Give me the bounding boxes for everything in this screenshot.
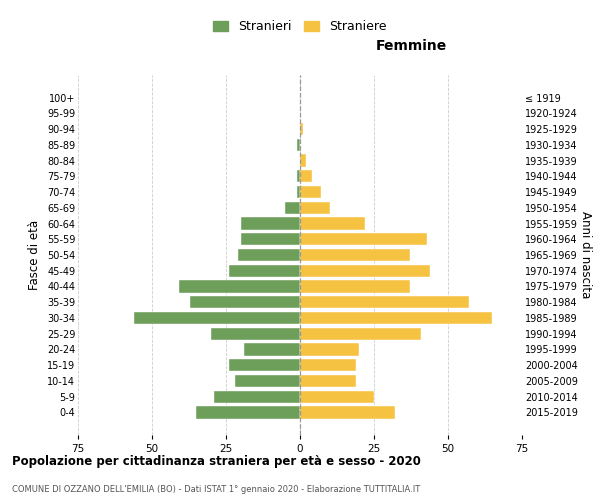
Bar <box>297 170 300 182</box>
Bar <box>196 406 300 418</box>
Bar <box>300 202 329 214</box>
Bar <box>241 233 300 245</box>
Bar <box>134 312 300 324</box>
Bar <box>297 186 300 198</box>
Bar <box>300 359 356 372</box>
Bar <box>300 186 321 198</box>
Bar <box>300 312 493 324</box>
Text: Femmine: Femmine <box>376 40 446 54</box>
Bar <box>300 154 306 166</box>
Text: Popolazione per cittadinanza straniera per età e sesso - 2020: Popolazione per cittadinanza straniera p… <box>12 455 421 468</box>
Bar <box>179 280 300 292</box>
Bar <box>229 264 300 277</box>
Bar <box>300 264 430 277</box>
Bar <box>211 328 300 340</box>
Bar <box>300 123 303 135</box>
Bar <box>238 249 300 261</box>
Bar <box>190 296 300 308</box>
Bar <box>300 344 359 355</box>
Bar <box>285 202 300 214</box>
Bar <box>300 406 395 418</box>
Bar <box>300 375 356 387</box>
Bar <box>300 218 365 230</box>
Bar <box>235 375 300 387</box>
Legend: Stranieri, Straniere: Stranieri, Straniere <box>209 16 391 37</box>
Bar <box>214 390 300 403</box>
Y-axis label: Fasce di età: Fasce di età <box>28 220 41 290</box>
Bar <box>300 328 421 340</box>
Text: COMUNE DI OZZANO DELL'EMILIA (BO) - Dati ISTAT 1° gennaio 2020 - Elaborazione TU: COMUNE DI OZZANO DELL'EMILIA (BO) - Dati… <box>12 485 420 494</box>
Bar <box>300 390 374 403</box>
Bar <box>297 138 300 151</box>
Bar <box>300 170 312 182</box>
Y-axis label: Anni di nascita: Anni di nascita <box>578 212 592 298</box>
Bar <box>300 296 469 308</box>
Bar <box>241 218 300 230</box>
Bar <box>300 249 410 261</box>
Bar <box>300 233 427 245</box>
Bar <box>300 280 410 292</box>
Bar <box>229 359 300 372</box>
Bar <box>244 344 300 355</box>
